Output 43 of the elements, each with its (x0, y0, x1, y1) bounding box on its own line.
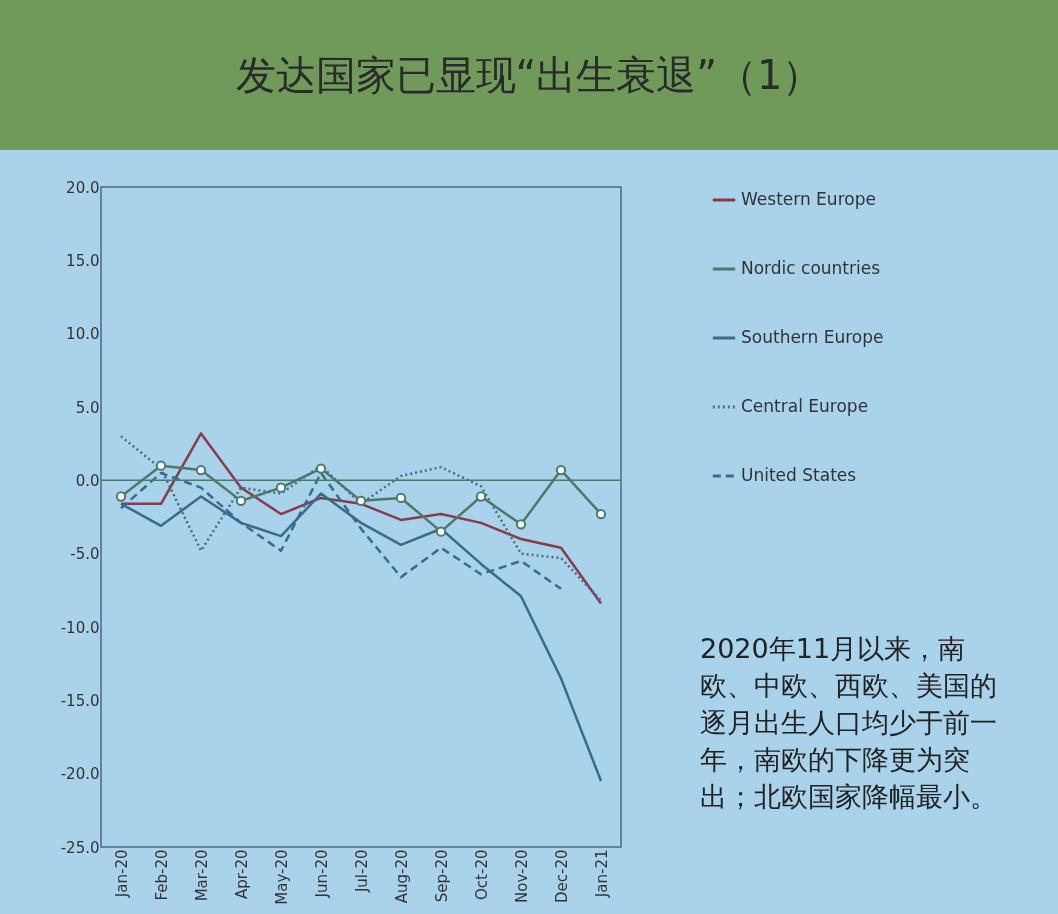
x-tick-label: Mar-20 (192, 849, 211, 902)
point (555, 464, 567, 476)
point (115, 491, 127, 502)
point (275, 482, 287, 493)
point (155, 460, 167, 471)
point (515, 519, 527, 530)
x-tick-label: Jan-21 (592, 849, 611, 899)
x-tick-label: Sep-20 (432, 849, 451, 903)
x-tick-label: Feb-20 (152, 849, 171, 901)
x-tick-label: Aug-20 (392, 849, 411, 904)
y-tick-label: 0.0 (75, 471, 100, 490)
x-tick-label: Oct-20 (472, 849, 491, 900)
text: 2020年11月以来，南欧、中欧、西欧、美国的逐月出生人口均少于前一年，南欧的下降更为突出；北欧国家降幅最小。 (700, 632, 998, 814)
chart-title: 发达国家已显现“出生衰退”（1） (0, 0, 1058, 150)
legend-label: United States (741, 465, 857, 485)
x-tick-label: Jun-20 (312, 849, 331, 899)
y-tick-label: -5.0 (70, 545, 100, 564)
x-tick-label: Jan-20 (112, 849, 131, 899)
point (395, 492, 407, 504)
legend-label: Nordic countries (741, 258, 881, 278)
point (195, 464, 207, 476)
point (355, 495, 367, 507)
point (315, 463, 327, 474)
y-tick-label: -20.0 (60, 765, 100, 784)
y-tick-label: -15.0 (60, 691, 100, 710)
point (475, 491, 487, 502)
y-tick-label: -10.0 (60, 618, 100, 637)
legend-label: Southern Europe (741, 327, 884, 347)
y-tick-label: 10.0 (66, 325, 100, 344)
legend-label: Central Europe (741, 396, 869, 416)
point (235, 495, 247, 507)
y-tick-label: 15.0 (66, 251, 100, 270)
y-tick-label: -25.0 (60, 838, 100, 857)
x-tick-label: Nov-20 (512, 849, 531, 903)
x-tick-label: Dec-20 (552, 849, 571, 904)
x-tick-label: May-20 (272, 849, 291, 905)
x-tick-label: Apr-20 (232, 849, 251, 899)
point (435, 526, 447, 537)
legend-label: Western Europe (741, 189, 876, 209)
point (595, 508, 607, 520)
y-tick-label: 20.0 (66, 178, 100, 197)
x-tick-label: Jul-20 (352, 849, 371, 894)
y-tick-label: 5.0 (75, 398, 100, 417)
